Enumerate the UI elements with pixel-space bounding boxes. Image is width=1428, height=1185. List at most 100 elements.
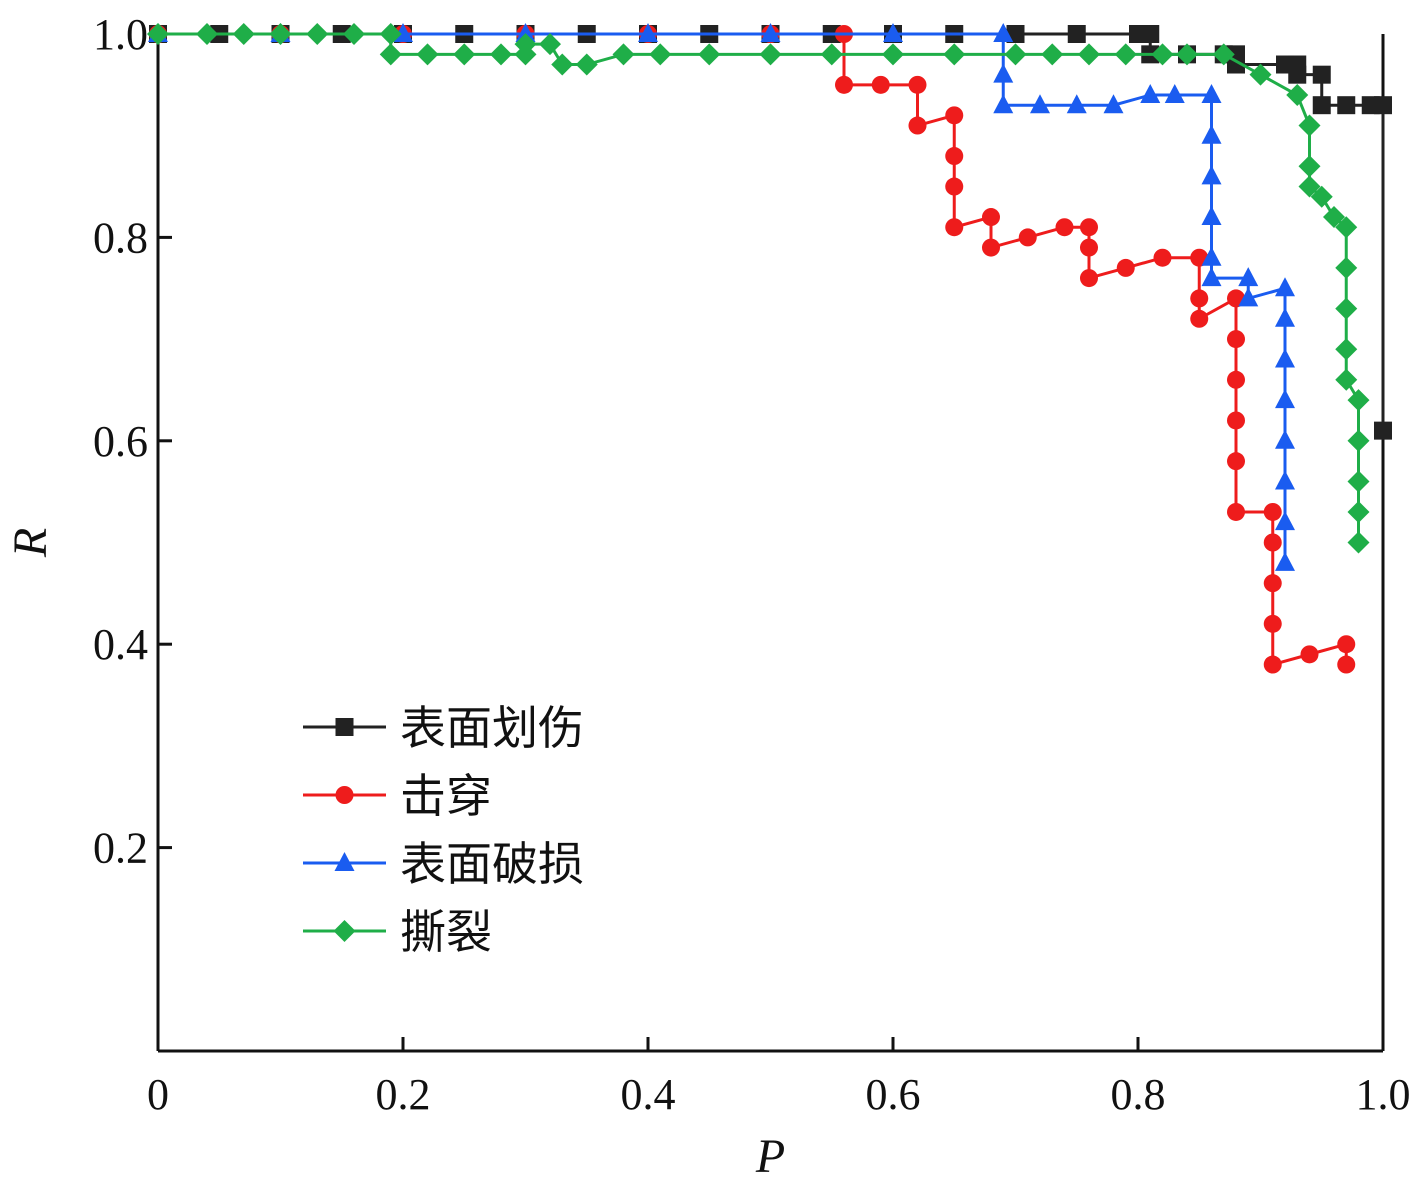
y-axis-ticks: 0.2 0.4 0.6 0.8 1.0 [93,10,172,873]
data-point [883,23,903,42]
y-tick-label: 0.6 [93,417,148,466]
data-point [945,106,964,125]
legend-item: 击穿 [303,769,492,823]
data-point [982,208,1000,227]
x-tick-label: 1.0 [1356,1070,1411,1119]
legend-label: 撕裂 [400,905,492,959]
series-3 [148,23,1295,571]
data-point [514,33,537,56]
data-point [551,53,574,76]
data-point [649,43,672,66]
x-tick-label: 0.6 [866,1070,921,1119]
data-point [1263,502,1282,521]
data-point [379,43,402,66]
data-point [1312,65,1331,84]
x-tick-label: 0 [147,1070,169,1119]
data-point [1190,309,1209,328]
series-layer [147,23,1392,674]
data-point [1227,452,1245,471]
data-point [835,75,853,94]
data-point [1335,368,1358,391]
data-point [1004,43,1027,66]
data-point [343,23,365,45]
y-tick-label: 0.2 [93,824,148,873]
x-tick-label: 0.4 [621,1070,676,1119]
data-point [993,63,1014,83]
legend-label: 表面破损 [400,837,584,891]
plot-area [156,34,1385,1053]
data-point [638,23,658,42]
data-point [1176,43,1198,66]
data-point [1298,155,1321,178]
data-point [993,94,1014,114]
data-point [1227,411,1245,430]
data-point [1201,246,1222,266]
data-point [1201,267,1222,287]
data-point [1080,218,1098,237]
data-point [196,23,218,45]
data-point [1153,248,1172,267]
series-line [158,32,1287,563]
data-point [1347,531,1370,554]
data-point [1263,655,1282,674]
data-point [1298,175,1321,198]
data-point [232,23,255,45]
data-point [945,218,964,237]
data-point [1335,216,1358,239]
x-axis-title: P [755,1130,785,1183]
x-tick-label: 0.8 [1111,1070,1166,1119]
data-point [1263,533,1282,552]
data-point [1140,84,1161,104]
data-point [1300,645,1319,664]
data-point [1347,500,1370,523]
data-point [1335,297,1358,320]
data-point [539,33,561,56]
series-2 [149,25,1356,674]
series-line [158,32,1348,667]
legend-label: 表面划伤 [400,701,584,755]
data-point [1249,63,1272,86]
data-point [416,43,439,66]
data-point [1335,338,1358,361]
series-4 [147,23,1370,554]
data-point [1018,228,1037,247]
data-point [1201,165,1222,185]
legend-marker [335,786,354,804]
y-tick-label: 0.8 [93,213,148,262]
data-point [515,23,536,42]
legend-item: 撕裂 [303,905,492,959]
data-point [1263,614,1282,633]
data-point [575,53,598,76]
data-point [1190,289,1209,308]
y-tick-label: 1.0 [93,10,148,59]
data-point [1041,43,1064,66]
data-point [759,43,782,66]
data-point [453,43,476,66]
data-point [698,43,721,66]
data-point [943,43,966,66]
data-point [147,23,169,45]
series-line [158,32,1385,431]
data-point [1275,389,1295,409]
data-point [1337,655,1356,674]
data-point [945,177,964,196]
legend-marker [334,852,355,871]
data-point [820,43,843,66]
data-point [1347,470,1370,493]
data-point [1238,287,1259,307]
data-point [1337,635,1356,654]
series-1 [149,25,1392,440]
legend-marker [333,920,356,942]
data-point [1335,256,1358,279]
data-point [1275,551,1295,571]
data-point [1201,84,1222,104]
data-point [1066,94,1087,114]
data-point [1055,218,1074,237]
data-point [1227,370,1245,389]
legend-marker [335,718,354,736]
data-point [1078,43,1100,66]
data-point [908,116,927,135]
y-axis-title: R [4,528,57,558]
